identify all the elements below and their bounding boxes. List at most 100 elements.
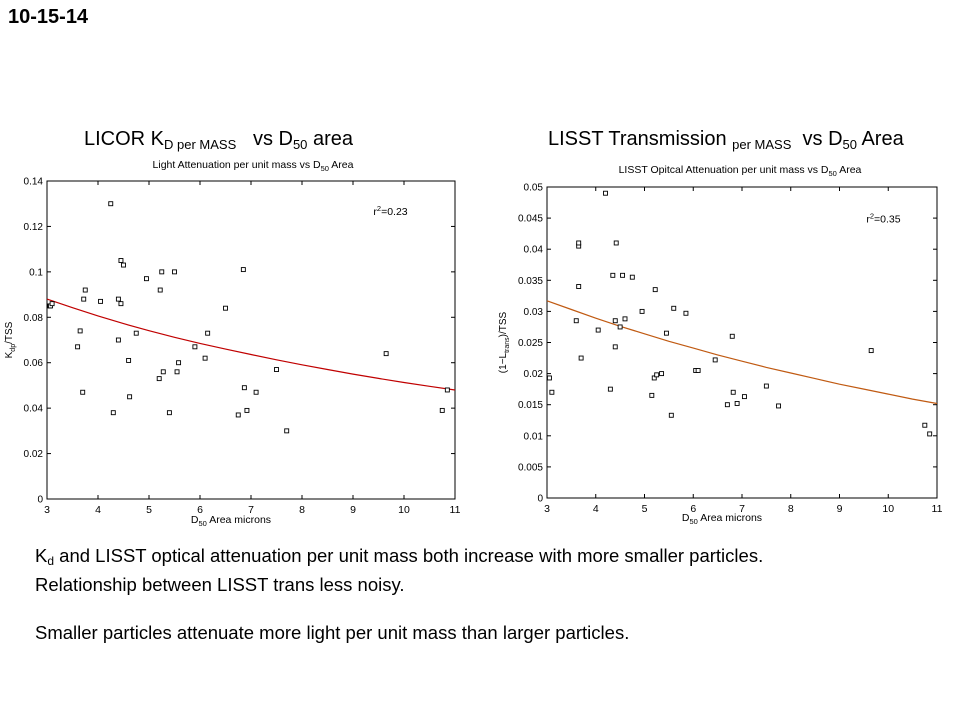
y-tick-label: 0.04 <box>24 404 44 415</box>
lisst-chart: 3 4 5 6 7 8 9 10 11 0 0.005 0.01 0.015 0.02 0.025 0.03 0… <box>490 152 960 532</box>
data-point <box>671 305 677 311</box>
data-point <box>607 386 613 392</box>
y-axis-label-a: (1−L <box>498 352 509 373</box>
data-point <box>712 357 718 363</box>
fit-curve <box>546 300 938 405</box>
y-tick-label: 0.02 <box>524 369 544 380</box>
data-point <box>612 318 618 324</box>
y-axis-label: Kdp/TSS <box>4 321 17 358</box>
data-point <box>922 422 928 428</box>
data-point <box>724 402 730 408</box>
x-tick-label: 7 <box>739 503 745 515</box>
right-header-sub: per MASS <box>732 137 792 152</box>
note-k-sub: d <box>47 554 55 568</box>
data-point <box>157 287 163 293</box>
data-point <box>649 392 655 398</box>
data-point <box>617 324 623 330</box>
x-tick-label: 11 <box>450 504 461 516</box>
data-point <box>235 412 241 418</box>
slide-date: 10-15-14 <box>8 6 89 28</box>
data-point <box>115 296 121 302</box>
data-point <box>80 389 86 395</box>
data-point <box>110 410 116 416</box>
x-tick-label: 8 <box>299 504 305 516</box>
data-point <box>244 407 250 413</box>
x-axis-label-b: Area microns <box>207 514 271 526</box>
data-point <box>439 407 445 413</box>
r-squared-sup: 2 <box>377 204 381 213</box>
x-tick-label: 5 <box>642 503 648 515</box>
data-point <box>776 403 782 409</box>
y-tick-label: 0.035 <box>518 276 543 287</box>
data-point <box>730 389 736 395</box>
data-point <box>241 385 247 391</box>
x-tick-label: 3 <box>44 504 50 516</box>
data-point <box>620 272 626 278</box>
x-tick-label: 6 <box>690 503 696 515</box>
right-chart-header: LISST Transmission per MASS vs D50 Area <box>548 128 904 152</box>
data-point <box>192 344 198 350</box>
data-point <box>118 301 124 307</box>
data-point <box>98 298 104 304</box>
licor-chart: 3 4 5 6 7 8 9 10 11 0 0.02 0.04 0.06 0.08 0.1 0.12 0.14 L… <box>0 150 480 532</box>
y-tick-label: 0.005 <box>518 462 543 473</box>
data-point <box>683 310 689 316</box>
data-point <box>610 272 616 278</box>
x-tick-label: 9 <box>350 504 356 516</box>
data-point <box>202 355 208 361</box>
y-tick-label: 0.045 <box>518 214 543 225</box>
data-point <box>176 360 182 366</box>
data-point <box>654 372 660 378</box>
y-axis-label-sub: dp <box>10 344 17 352</box>
note-line-1-text: and LISST optical attenuation per unit m… <box>54 545 764 566</box>
data-point <box>284 428 290 434</box>
x-tick-label: 10 <box>882 503 894 515</box>
x-axis-label-b: Area microns <box>698 512 762 524</box>
x-tick-label: 3 <box>544 503 550 515</box>
x-tick-label: 4 <box>593 503 599 515</box>
data-point <box>622 316 628 322</box>
data-point <box>49 301 55 307</box>
x-axis-label-a: D <box>191 514 199 526</box>
data-point <box>172 269 177 275</box>
chart-title-sub: 50 <box>321 164 329 173</box>
data-point <box>205 330 211 336</box>
data-point <box>603 190 608 196</box>
y-tick-label: 0 <box>537 494 543 505</box>
r-squared-sup: 2 <box>870 211 874 220</box>
data-point <box>613 240 619 246</box>
chart-title: LISST Opitcal Attenuation per unit mass … <box>619 164 862 178</box>
data-point <box>573 318 579 324</box>
y-tick-label: 0.025 <box>518 338 543 349</box>
data-point <box>595 327 601 333</box>
x-axis-label: D50 Area microns <box>191 514 271 528</box>
y-tick-label: 0.1 <box>29 267 43 278</box>
data-point <box>763 383 769 389</box>
r-squared-a: r <box>373 206 377 218</box>
data-point <box>274 367 279 372</box>
data-point <box>652 287 658 293</box>
data-point <box>133 330 139 336</box>
data-point <box>126 357 132 363</box>
slide-notes: Kd and LISST optical attenuation per uni… <box>35 544 763 645</box>
data-point <box>546 375 552 381</box>
y-axis-label-b: /TSS <box>4 321 15 344</box>
x-axis-label-sub: 50 <box>199 519 207 528</box>
data-point <box>444 387 450 393</box>
x-tick-label: 7 <box>248 504 254 516</box>
data-point <box>115 337 121 343</box>
data-point <box>927 431 933 437</box>
chart-title: Light Attenuation per unit mass vs D50 A… <box>153 159 354 173</box>
x-tick-label: 8 <box>788 503 794 515</box>
data-point <box>82 287 88 293</box>
x-axis-label-sub: 50 <box>690 517 698 526</box>
y-tick-label: 0.05 <box>524 183 544 194</box>
y-axis-label: (1−Ltrans)/TSS <box>498 311 511 373</box>
r-squared-annotation: r2=0.23 <box>373 204 407 218</box>
note-line-1: Kd and LISST optical attenuation per uni… <box>35 544 763 573</box>
left-header-main: LICOR K <box>84 128 165 150</box>
plot-frame <box>546 186 938 499</box>
data-point <box>578 355 584 361</box>
note-line-3: Smaller particles attenuate more light p… <box>35 622 630 643</box>
x-tick-label: 9 <box>837 503 843 515</box>
